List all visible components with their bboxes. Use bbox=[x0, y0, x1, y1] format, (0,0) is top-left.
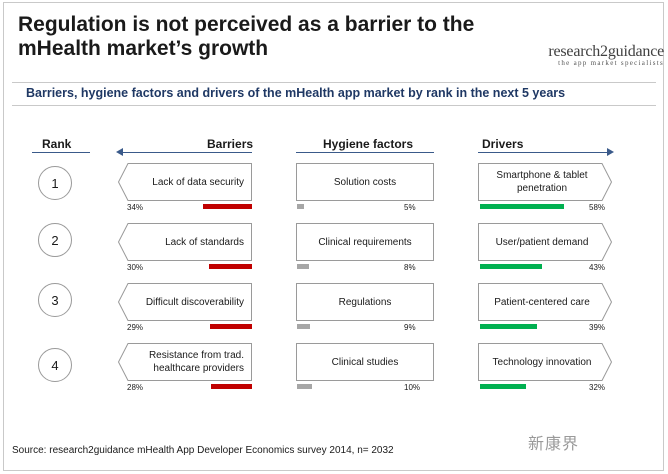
driver-box-shape bbox=[478, 283, 612, 321]
hygiene-label: Clinical requirements bbox=[318, 236, 412, 248]
hygiene-box-outline bbox=[296, 283, 434, 321]
hygiene-label: Clinical studies bbox=[331, 356, 399, 368]
driver-bar bbox=[480, 384, 527, 389]
drivers-header: Drivers bbox=[482, 137, 524, 151]
hygiene-bar bbox=[297, 384, 312, 389]
barrier-box: Difficult discoverability bbox=[118, 283, 252, 321]
rank-circle: 1 bbox=[38, 166, 72, 200]
barrier-bar bbox=[209, 324, 252, 329]
driver-box-outline bbox=[478, 343, 612, 381]
hygiene-box: Clinical studies bbox=[296, 343, 434, 381]
driver-box: Technology innovation bbox=[478, 343, 612, 381]
hygiene-box-outline bbox=[296, 163, 434, 201]
company-logo: research2guidance the app market special… bbox=[539, 43, 664, 67]
hygiene-box-shape bbox=[296, 223, 434, 261]
barrier-box: Lack of data security bbox=[118, 163, 252, 201]
barrier-box-outline bbox=[118, 223, 252, 261]
hygiene-percent: 9% bbox=[404, 323, 416, 332]
barriers-arrow-icon bbox=[116, 148, 123, 156]
driver-bar bbox=[480, 264, 543, 269]
driver-box-shape bbox=[478, 163, 612, 201]
hygiene-percent: 10% bbox=[404, 383, 421, 392]
driver-label: User/patient demand bbox=[495, 236, 589, 248]
barrier-bar bbox=[208, 264, 252, 269]
driver-label: Technology innovation bbox=[492, 356, 592, 368]
barrier-box-shape bbox=[118, 163, 252, 201]
barrier-label: Lack of standards bbox=[165, 236, 244, 248]
logo-tagline: the app market specialists bbox=[558, 59, 664, 67]
hygiene-box: Clinical requirements bbox=[296, 223, 434, 261]
rank-header: Rank bbox=[42, 137, 72, 151]
driver-bar bbox=[480, 204, 565, 209]
hygiene-header: Hygiene factors bbox=[323, 137, 414, 151]
barrier-label: Lack of data security bbox=[152, 176, 244, 188]
driver-percent: 39% bbox=[589, 323, 606, 332]
barrier-box-outline bbox=[118, 163, 252, 201]
driver-box: User/patient demand bbox=[478, 223, 612, 261]
driver-percent: 32% bbox=[589, 383, 606, 392]
hygiene-box-outline bbox=[296, 223, 434, 261]
driver-percent: 58% bbox=[589, 203, 606, 212]
watermark: 新康界 bbox=[528, 436, 580, 453]
barrier-box-outline bbox=[118, 343, 252, 381]
hygiene-percent: 5% bbox=[404, 203, 416, 212]
barriers-header-line bbox=[122, 152, 252, 153]
slide-subtitle: Barriers, hygiene factors and drivers of… bbox=[26, 86, 566, 100]
source-note: Source: research2guidance mHealth App De… bbox=[12, 445, 394, 456]
driver-percent: 43% bbox=[589, 263, 606, 272]
barriers-header: Barriers bbox=[207, 137, 254, 151]
drivers-arrow-icon bbox=[607, 148, 614, 156]
barrier-label: Resistance from trad. healthcare provide… bbox=[148, 350, 244, 374]
rank-header-line bbox=[32, 152, 90, 153]
driver-box-shape bbox=[478, 343, 612, 381]
hygiene-box-shape bbox=[296, 283, 434, 321]
rank-circle: 2 bbox=[38, 223, 72, 257]
hygiene-box-shape bbox=[296, 163, 434, 201]
driver-bar bbox=[480, 324, 537, 329]
barrier-box-outline bbox=[118, 283, 252, 321]
hygiene-label: Solution costs bbox=[333, 176, 397, 188]
drivers-header-line bbox=[478, 152, 608, 153]
driver-box-shape bbox=[478, 223, 612, 261]
barrier-percent: 28% bbox=[127, 383, 144, 392]
barrier-label: Difficult discoverability bbox=[145, 296, 244, 308]
barrier-box: Lack of standards bbox=[118, 223, 252, 261]
hygiene-box-shape bbox=[296, 343, 434, 381]
hygiene-bar bbox=[297, 264, 309, 269]
hygiene-box-outline bbox=[296, 343, 434, 381]
driver-label: Smartphone & tablet penetration bbox=[496, 170, 588, 194]
barrier-percent: 29% bbox=[127, 323, 144, 332]
driver-box-outline bbox=[478, 223, 612, 261]
hygiene-header-line bbox=[296, 152, 434, 153]
hygiene-box: Solution costs bbox=[296, 163, 434, 201]
barrier-box-shape bbox=[118, 223, 252, 261]
barrier-box-shape bbox=[118, 343, 252, 381]
driver-box-outline bbox=[478, 283, 612, 321]
driver-box: Smartphone & tablet penetration bbox=[478, 163, 612, 201]
barrier-percent: 30% bbox=[127, 263, 144, 272]
slide-title: Regulation is not perceived as a barrier… bbox=[18, 13, 475, 60]
barrier-percent: 34% bbox=[127, 203, 144, 212]
hygiene-bar bbox=[297, 204, 305, 209]
hygiene-bar bbox=[297, 324, 311, 329]
hygiene-percent: 8% bbox=[404, 263, 416, 272]
barrier-box-shape bbox=[118, 283, 252, 321]
subtitle-bar bbox=[12, 82, 656, 106]
logo-name: research2guidance bbox=[548, 43, 664, 60]
driver-label: Patient-centered care bbox=[494, 296, 590, 308]
hygiene-box: Regulations bbox=[296, 283, 434, 321]
driver-box: Patient-centered care bbox=[478, 283, 612, 321]
hygiene-label: Regulations bbox=[338, 296, 392, 308]
rank-circle: 3 bbox=[38, 283, 72, 317]
driver-box-outline bbox=[478, 163, 612, 201]
barrier-bar bbox=[211, 384, 252, 389]
barrier-bar bbox=[202, 204, 252, 209]
barrier-box: Resistance from trad. healthcare provide… bbox=[118, 343, 252, 381]
rank-circle: 4 bbox=[38, 348, 72, 382]
